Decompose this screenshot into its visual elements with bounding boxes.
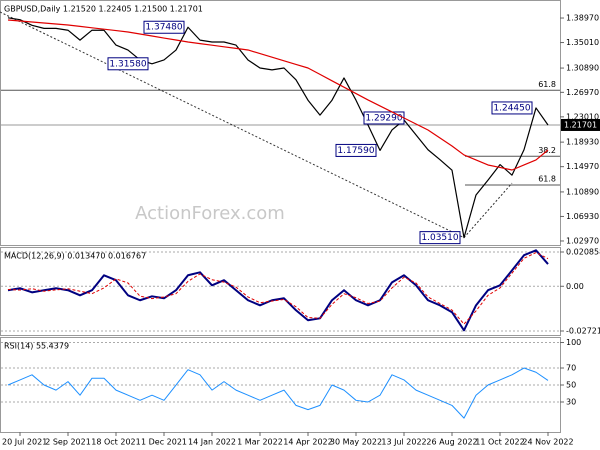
y-tick-label: 70 xyxy=(566,364,576,373)
x-tick-label: 26 Aug 2022 xyxy=(426,438,477,447)
x-tick-label: 1 Dec 2021 xyxy=(141,438,187,447)
y-tick-label: 1.14970 xyxy=(566,162,599,171)
y-tick-label: 1.10890 xyxy=(566,187,599,196)
panel-frame xyxy=(0,0,561,246)
y-tick-label: 1.18930 xyxy=(566,138,599,147)
y-tick-label: 1.26970 xyxy=(566,88,599,97)
value-label-text: 1.17590 xyxy=(337,146,374,156)
x-tick-label: 24 Nov 2022 xyxy=(522,438,573,447)
value-label-box xyxy=(419,231,461,245)
series-line xyxy=(7,367,549,419)
x-tick-label: 30 May 2022 xyxy=(330,438,382,447)
value-label-text: 1.24450 xyxy=(493,103,530,113)
y-tick-label: 1.30890 xyxy=(566,64,599,73)
value-label-text: 1.31580 xyxy=(109,59,146,69)
value-label: 1.17590 xyxy=(335,143,377,157)
value-label-text: 1.37480 xyxy=(145,23,182,33)
last-price-badge xyxy=(561,118,600,131)
value-label-text: 1.03510 xyxy=(421,233,458,243)
x-tick-label: 2 Sep 2021 xyxy=(45,438,91,447)
series-line xyxy=(7,249,549,332)
trend-line xyxy=(0,11,465,239)
y-tick-label: 0.020858 xyxy=(566,247,600,256)
y-tick-label: 1.38970 xyxy=(566,14,599,23)
series-line xyxy=(7,252,549,325)
x-tick-label: 20 Jul 2021 xyxy=(2,438,47,447)
value-label: 1.29290 xyxy=(363,111,405,125)
y-tick-label: 1.06930 xyxy=(566,212,599,221)
trend-line xyxy=(463,182,513,238)
y-tick-label: 50 xyxy=(566,381,576,390)
x-tick-label: 11 Oct 2022 xyxy=(475,438,524,447)
y-tick-label: 1.02970 xyxy=(566,236,599,245)
value-label-box xyxy=(335,143,377,157)
x-tick-label: 14 Apr 2022 xyxy=(283,438,332,447)
x-tick-label: 13 Jul 2022 xyxy=(381,438,426,447)
y-tick-label: 0.00 xyxy=(566,282,584,291)
y-tick-label: -0.027213 xyxy=(566,326,600,335)
watermark: ActionForex.com xyxy=(135,203,285,224)
value-label: 1.03510 xyxy=(419,231,461,245)
last-price-label: 1.21701 xyxy=(564,120,597,129)
series-line xyxy=(7,17,549,239)
fib-label: 61.8 xyxy=(538,80,556,89)
value-label: 1.31580 xyxy=(107,57,149,71)
y-tick-label: 1.23010 xyxy=(566,112,599,121)
fib-label: 61.8 xyxy=(538,175,556,184)
x-tick-label: 18 Oct 2021 xyxy=(91,438,140,447)
y-tick-label: 100 xyxy=(566,338,581,347)
panel-title: GBPUSD,Daily 1.21520 1.22405 1.21500 1.2… xyxy=(4,5,203,14)
panel-frame xyxy=(0,247,561,336)
value-label-box xyxy=(143,20,185,34)
x-tick-label: 1 Mar 2022 xyxy=(237,438,283,447)
y-tick-label: 30 xyxy=(566,398,576,407)
value-label: 1.24450 xyxy=(491,101,533,115)
panel-title: RSI(14) 55.4379 xyxy=(4,342,69,351)
y-tick-label: 1.35010 xyxy=(566,38,599,47)
x-tick-label: 14 Jan 2022 xyxy=(188,438,236,447)
value-label-box xyxy=(107,57,149,71)
value-label-text: 1.29290 xyxy=(365,113,402,123)
panel-title: MACD(12,26,9) 0.013470 0.016767 xyxy=(4,252,146,261)
value-label: 1.37480 xyxy=(143,20,185,34)
series-line xyxy=(7,19,549,171)
value-label-box xyxy=(491,101,533,115)
